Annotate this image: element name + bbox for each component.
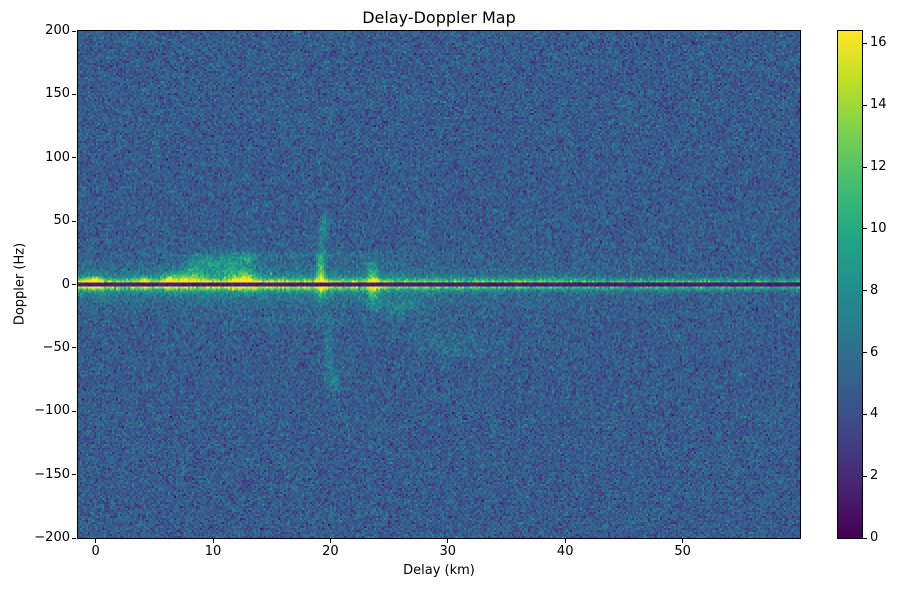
colorbar-tick-label: 4 <box>870 406 879 422</box>
x-tick-mark <box>564 539 566 543</box>
x-tick-label: 10 <box>204 544 222 559</box>
x-axis-label: Delay (km) <box>403 563 475 578</box>
y-tick-label: −200 <box>34 530 70 545</box>
x-tick-mark <box>95 539 97 543</box>
colorbar-tick-mark <box>863 537 867 539</box>
x-tick-label: 40 <box>556 544 574 559</box>
x-tick-label: 20 <box>322 544 339 559</box>
x-tick-label: 0 <box>91 544 100 559</box>
x-tick-mark <box>329 539 331 543</box>
colorbar-tick-mark <box>863 352 867 353</box>
y-tick-mark <box>72 220 76 222</box>
chart-title: Delay-Doppler Map <box>362 8 516 27</box>
y-tick-mark <box>72 284 76 285</box>
colorbar-tick-label: 16 <box>870 35 887 51</box>
y-tick-label: 0 <box>61 276 70 292</box>
colorbar-canvas <box>838 31 862 538</box>
y-tick-label: −50 <box>42 339 70 355</box>
colorbar-tick-label: 12 <box>870 159 887 175</box>
y-tick-label: −100 <box>34 403 70 419</box>
y-tick-label: 50 <box>53 213 70 229</box>
heatmap-plot-area <box>77 30 801 539</box>
colorbar-tick-label: 10 <box>870 220 887 236</box>
y-tick-label: −150 <box>34 466 70 482</box>
colorbar-tick-mark <box>863 475 867 477</box>
colorbar-tick-mark <box>863 42 867 44</box>
colorbar-tick-label: 0 <box>870 530 879 545</box>
colorbar <box>837 30 863 539</box>
y-tick-label: 200 <box>45 23 70 38</box>
y-tick-label: 100 <box>45 149 70 165</box>
y-tick-mark <box>72 157 76 159</box>
y-tick-mark <box>72 410 76 412</box>
colorbar-tick-mark <box>863 166 867 168</box>
y-tick-mark <box>72 30 76 32</box>
colorbar-tick-label: 8 <box>870 282 879 298</box>
colorbar-tick-label: 2 <box>870 468 879 484</box>
x-tick-label: 50 <box>674 544 691 559</box>
x-tick-mark <box>447 539 449 543</box>
colorbar-tick-mark <box>863 413 867 415</box>
colorbar-tick-label: 6 <box>870 344 879 360</box>
x-tick-mark <box>682 539 684 543</box>
y-tick-mark <box>72 93 76 95</box>
y-tick-label: 150 <box>45 86 70 102</box>
x-tick-label: 30 <box>439 544 457 559</box>
colorbar-tick-mark <box>863 228 867 230</box>
y-tick-mark <box>72 474 76 476</box>
y-tick-mark <box>72 347 76 349</box>
y-tick-mark <box>72 537 76 539</box>
colorbar-tick-mark <box>863 104 867 106</box>
heatmap-canvas <box>78 31 800 538</box>
x-tick-mark <box>212 539 214 543</box>
colorbar-tick-mark <box>863 290 867 292</box>
colorbar-tick-label: 14 <box>870 97 887 113</box>
